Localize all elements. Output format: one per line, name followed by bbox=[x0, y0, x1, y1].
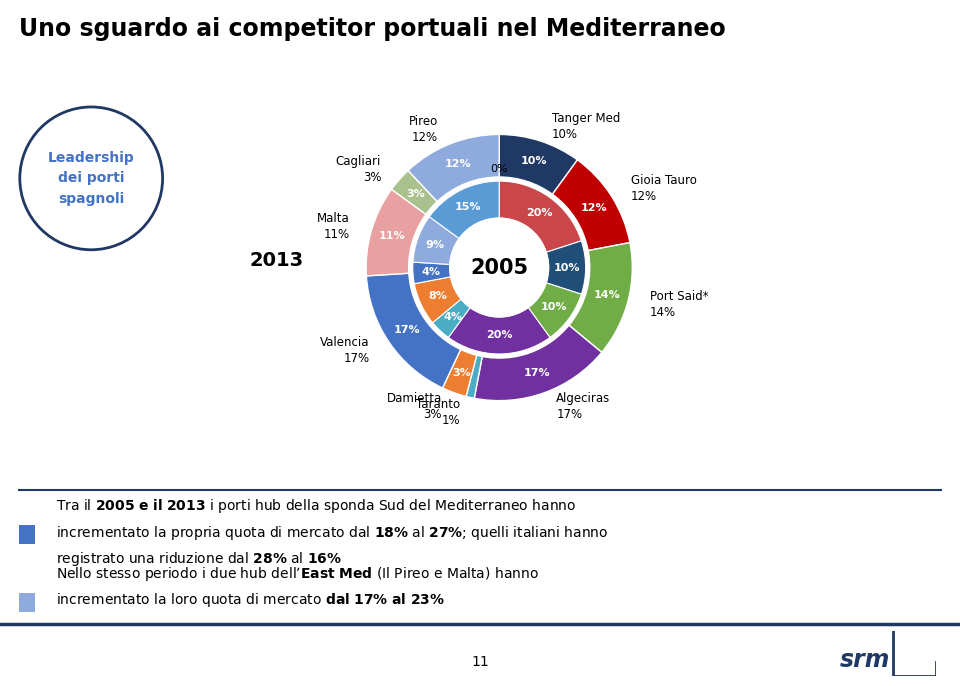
Text: 14%: 14% bbox=[594, 290, 621, 300]
Wedge shape bbox=[499, 134, 577, 194]
Text: Algeciras
17%: Algeciras 17% bbox=[556, 392, 611, 421]
Wedge shape bbox=[448, 307, 550, 354]
Wedge shape bbox=[552, 160, 630, 250]
Text: 15%: 15% bbox=[455, 202, 482, 212]
Text: 9%: 9% bbox=[426, 239, 444, 250]
Text: 12%: 12% bbox=[580, 202, 607, 213]
Text: 20%: 20% bbox=[526, 208, 552, 217]
Text: 2013: 2013 bbox=[250, 251, 304, 270]
Text: Damietta
3%: Damietta 3% bbox=[387, 392, 443, 421]
Wedge shape bbox=[546, 241, 586, 294]
Text: Taranto
1%: Taranto 1% bbox=[416, 398, 460, 427]
Wedge shape bbox=[474, 325, 602, 401]
Text: 8%: 8% bbox=[428, 292, 447, 301]
Text: 10%: 10% bbox=[554, 263, 581, 272]
Circle shape bbox=[450, 218, 548, 317]
Text: Nello stesso periodo i due hub dell’$\mathbf{East\ Med}$ (Il Pireo e Malta) hann: Nello stesso periodo i due hub dell’$\ma… bbox=[56, 565, 539, 609]
Text: Uno sguardo ai competitor portuali nel Mediterraneo: Uno sguardo ai competitor portuali nel M… bbox=[19, 17, 726, 41]
Text: Leadership
dei porti
spagnoli: Leadership dei porti spagnoli bbox=[48, 151, 134, 206]
Wedge shape bbox=[366, 189, 426, 276]
Text: Valencia
17%: Valencia 17% bbox=[321, 336, 370, 366]
Text: Tra il $\mathbf{2005\ e\ il\ 2013}$ i porti hub della sponda Sud del Mediterrane: Tra il $\mathbf{2005\ e\ il\ 2013}$ i po… bbox=[56, 497, 609, 568]
Text: 20%: 20% bbox=[486, 331, 513, 340]
Text: 11: 11 bbox=[471, 655, 489, 669]
Text: 17%: 17% bbox=[524, 368, 550, 378]
Bar bbox=[19, 525, 36, 545]
Text: Pireo
12%: Pireo 12% bbox=[409, 115, 438, 144]
Wedge shape bbox=[413, 217, 459, 264]
Wedge shape bbox=[413, 262, 450, 284]
Wedge shape bbox=[367, 273, 461, 388]
Wedge shape bbox=[433, 299, 470, 338]
Wedge shape bbox=[443, 349, 477, 397]
Text: 11%: 11% bbox=[378, 231, 405, 241]
Text: 17%: 17% bbox=[394, 325, 420, 335]
Wedge shape bbox=[528, 283, 582, 338]
Text: 10%: 10% bbox=[540, 303, 567, 312]
Text: 4%: 4% bbox=[444, 312, 462, 322]
Text: Tanger Med
10%: Tanger Med 10% bbox=[552, 112, 620, 141]
Bar bbox=[19, 593, 36, 612]
Wedge shape bbox=[499, 181, 582, 252]
Wedge shape bbox=[569, 243, 633, 353]
Text: Cagliari
3%: Cagliari 3% bbox=[336, 155, 381, 184]
Wedge shape bbox=[408, 134, 499, 202]
Text: 10%: 10% bbox=[520, 156, 547, 166]
Text: Malta
11%: Malta 11% bbox=[318, 212, 350, 241]
Text: 12%: 12% bbox=[444, 158, 471, 169]
Text: Port Said*
14%: Port Said* 14% bbox=[650, 290, 708, 319]
Text: 3%: 3% bbox=[406, 189, 424, 198]
Text: srm: srm bbox=[840, 648, 890, 672]
Text: 3%: 3% bbox=[452, 368, 470, 378]
Text: 2005: 2005 bbox=[470, 257, 528, 278]
Text: 4%: 4% bbox=[422, 267, 441, 277]
Wedge shape bbox=[392, 171, 437, 214]
Text: 0%: 0% bbox=[491, 164, 508, 174]
Wedge shape bbox=[415, 276, 461, 322]
Wedge shape bbox=[467, 355, 482, 399]
Text: Gioia Tauro
12%: Gioia Tauro 12% bbox=[631, 174, 697, 202]
Wedge shape bbox=[429, 181, 499, 239]
